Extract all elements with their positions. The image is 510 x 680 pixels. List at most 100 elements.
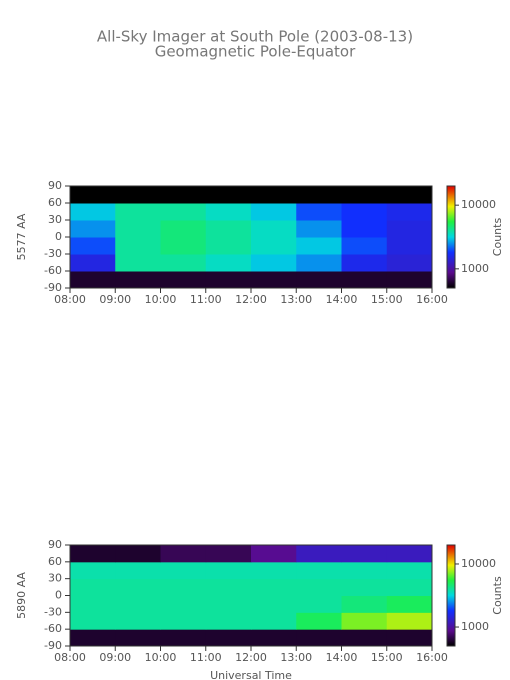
heatmap-cell — [70, 595, 116, 613]
heatmap-cell — [205, 578, 252, 596]
x-axis-label: Universal Time — [210, 669, 292, 680]
y-tick-label: 0 — [55, 589, 62, 602]
y-tick-label: 30 — [48, 572, 62, 585]
chart-title: All-Sky Imager at South Pole (2003-08-13… — [97, 28, 413, 46]
heatmap-cell — [205, 220, 252, 238]
heatmap-cell — [386, 578, 433, 596]
heatmap-cell — [341, 237, 388, 255]
heatmap-cell — [160, 186, 207, 204]
heatmap-cell — [205, 612, 252, 630]
heatmap-cell — [251, 220, 297, 238]
heatmap-cell — [251, 186, 297, 204]
heatmap-cell — [70, 545, 116, 563]
heatmap-cell — [70, 186, 116, 204]
heatmap-cell — [251, 237, 297, 255]
heatmap-cell — [205, 254, 252, 272]
colorbar-tick-label: 1000 — [461, 262, 489, 275]
heatmap-cell — [251, 629, 297, 647]
heatmap-cell — [251, 203, 297, 221]
heatmap-cell — [205, 595, 252, 613]
y-tick-label: -60 — [44, 622, 62, 635]
heatmap-cell — [70, 578, 116, 596]
heatmap-cell — [115, 595, 161, 613]
heatmap-cell — [296, 254, 342, 272]
heatmap-cell — [70, 612, 116, 630]
heatmap-cell — [386, 220, 433, 238]
y-tick-label: 90 — [48, 179, 62, 192]
colorbar — [446, 185, 456, 289]
y-tick-label: -60 — [44, 264, 62, 277]
x-tick-label: 09:00 — [99, 293, 131, 306]
heatmap-cell — [386, 271, 433, 289]
heatmap-cell — [205, 629, 252, 647]
heatmap-cell — [115, 578, 161, 596]
colorbar-label: Counts — [491, 576, 504, 615]
heatmap-cell — [341, 271, 388, 289]
heatmap-cell — [251, 271, 297, 289]
heatmap-cell — [296, 578, 342, 596]
heatmap-cell — [386, 545, 433, 563]
heatmap-cell — [341, 561, 388, 580]
x-tick-label: 15:00 — [371, 651, 403, 664]
heatmap-cell — [386, 561, 433, 580]
heatmap-cell — [386, 203, 433, 221]
heatmap-cell — [386, 595, 433, 613]
x-tick-label: 08:00 — [54, 651, 86, 664]
heatmap-cell — [160, 561, 207, 580]
heatmap-cell — [341, 220, 388, 238]
heatmap-cell — [251, 254, 297, 272]
x-tick-label: 15:00 — [371, 293, 403, 306]
heatmap-cell — [251, 545, 297, 563]
y-tick-label: 30 — [48, 213, 62, 226]
heatmap-cell — [115, 629, 161, 647]
heatmap-cell — [160, 595, 207, 613]
heatmap-cell — [115, 254, 161, 272]
heatmap-cell — [205, 545, 252, 563]
heatmap-cell — [70, 271, 116, 289]
heatmap-cell — [251, 561, 297, 580]
heatmap-cell — [70, 561, 116, 580]
heatmap-cell — [386, 629, 433, 647]
heatmap-cell — [341, 595, 388, 613]
x-tick-label: 09:00 — [99, 651, 131, 664]
heatmap-cell — [341, 254, 388, 272]
heatmap-cell — [205, 237, 252, 255]
y-tick-label: 0 — [55, 230, 62, 243]
heatmap-cell — [386, 186, 433, 204]
heatmap-cell — [251, 578, 297, 596]
heatmap-cell — [296, 271, 342, 289]
y-tick-label: 90 — [48, 538, 62, 551]
y-tick-label: -90 — [44, 639, 62, 652]
heatmap-cell — [386, 237, 433, 255]
heatmap-cell — [115, 220, 161, 238]
x-tick-label: 08:00 — [54, 293, 86, 306]
heatmap-cell — [205, 561, 252, 580]
heatmap-cell — [296, 237, 342, 255]
y-tick-label: -30 — [44, 605, 62, 618]
colorbar — [446, 544, 456, 647]
heatmap-cell — [160, 545, 207, 563]
heatmap-cell — [205, 203, 252, 221]
heatmap-cell — [251, 612, 297, 630]
colorbar-tick-label: 10000 — [461, 198, 496, 211]
y-axis-label: 5890 AA — [15, 572, 28, 619]
heatmap-cell — [70, 254, 116, 272]
heatmap-cell — [296, 203, 342, 221]
heatmap-cell — [160, 237, 207, 255]
heatmap-cell — [160, 271, 207, 289]
heatmap-cell — [296, 595, 342, 613]
heatmap-cell — [251, 595, 297, 613]
heatmap-cell — [205, 186, 252, 204]
x-tick-label: 16:00 — [416, 651, 448, 664]
heatmap-cell — [160, 578, 207, 596]
heatmap-cell — [115, 271, 161, 289]
heatmap-cell — [160, 612, 207, 630]
heatmap-cell — [296, 612, 342, 630]
heatmap-cell — [296, 561, 342, 580]
y-tick-label: -30 — [44, 247, 62, 260]
colorbar-tick-label: 1000 — [461, 620, 489, 633]
x-tick-label: 10:00 — [145, 293, 177, 306]
heatmap-cell — [341, 545, 388, 563]
heatmap-cell — [296, 186, 342, 204]
